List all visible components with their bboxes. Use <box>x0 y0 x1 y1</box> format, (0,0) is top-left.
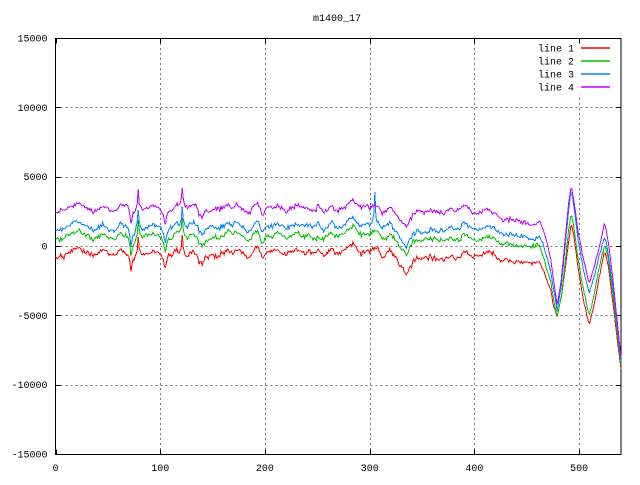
svg-text:200: 200 <box>256 464 274 475</box>
svg-text:300: 300 <box>361 464 379 475</box>
svg-text:-15000: -15000 <box>11 451 47 462</box>
svg-text:line 2: line 2 <box>538 57 574 69</box>
svg-text:5000: 5000 <box>23 173 47 184</box>
svg-text:-5000: -5000 <box>17 312 47 323</box>
svg-text:m1400_17: m1400_17 <box>313 14 361 25</box>
svg-text:0: 0 <box>41 243 47 254</box>
svg-text:15000: 15000 <box>17 35 47 46</box>
svg-text:line 1: line 1 <box>538 44 574 56</box>
svg-text:10000: 10000 <box>17 104 47 115</box>
svg-text:line 3: line 3 <box>538 70 574 82</box>
svg-text:line 4: line 4 <box>538 83 574 95</box>
svg-text:-10000: -10000 <box>11 381 47 392</box>
svg-text:400: 400 <box>465 464 483 475</box>
svg-text:100: 100 <box>151 464 169 475</box>
svg-text:500: 500 <box>570 464 588 475</box>
svg-text:0: 0 <box>52 464 58 475</box>
